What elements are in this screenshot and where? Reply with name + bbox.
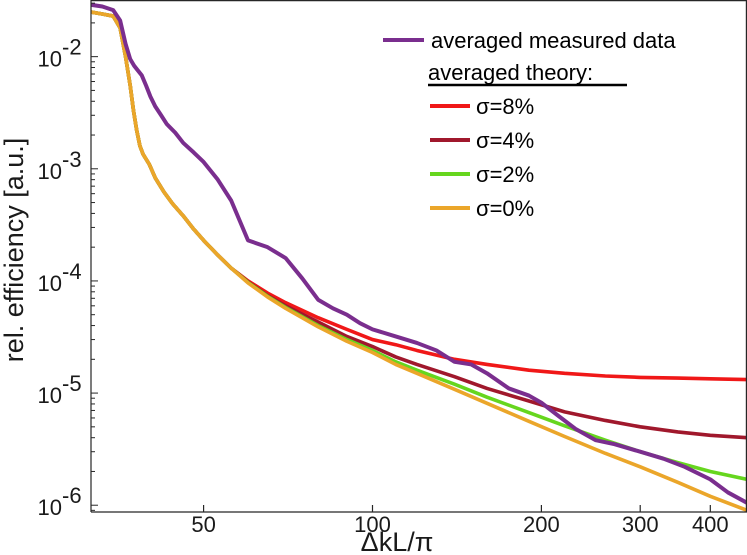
y-tick-label-base: 10 (38, 159, 62, 184)
y-tick-label: 10 (38, 47, 62, 72)
y-tick-label-base: 10 (38, 271, 62, 296)
y-tick-label: 10 (38, 271, 62, 296)
y-tick-label-exponent: -3 (62, 147, 82, 172)
x-axis-title: ΔkL/π (361, 527, 434, 555)
y-axis-title: rel. efficiency [a.u.] (0, 138, 29, 363)
y-tick-label: 10 (38, 159, 62, 184)
y-tick-label: 10 (38, 383, 62, 408)
y-tick-label-base: 10 (38, 383, 62, 408)
legend-label-sigma-8: σ=8% (476, 94, 534, 119)
x-tick-label: 50 (191, 512, 215, 537)
y-tick-label-base: 10 (38, 495, 62, 520)
y-tick-label-base: 10 (38, 47, 62, 72)
legend-label-measured: averaged measured data (431, 28, 676, 53)
series-line-measured (91, 2, 747, 505)
x-tick-label: 300 (622, 512, 659, 537)
legend-label-sigma-4: σ=4% (476, 128, 534, 153)
y-tick-label-exponent: -4 (62, 259, 82, 284)
y-tick-label-exponent: -6 (62, 483, 82, 508)
series-line-sigma-0 (91, 10, 747, 512)
legend-label-sigma-0: σ=0% (476, 196, 534, 221)
x-tick-label: 100 (354, 512, 391, 537)
y-tick-label-exponent: -2 (62, 35, 82, 60)
series-layer (91, 2, 747, 512)
y-tick-label-exponent: -5 (62, 371, 82, 396)
legend-heading: averaged theory: (428, 60, 593, 85)
y-tick-label: 10 (38, 495, 62, 520)
legend-label-sigma-2: σ=2% (476, 162, 534, 187)
x-tick-label: 400 (692, 512, 729, 537)
legend: averaged measured data averaged theory: … (383, 28, 676, 221)
x-tick-label: 200 (523, 512, 560, 537)
